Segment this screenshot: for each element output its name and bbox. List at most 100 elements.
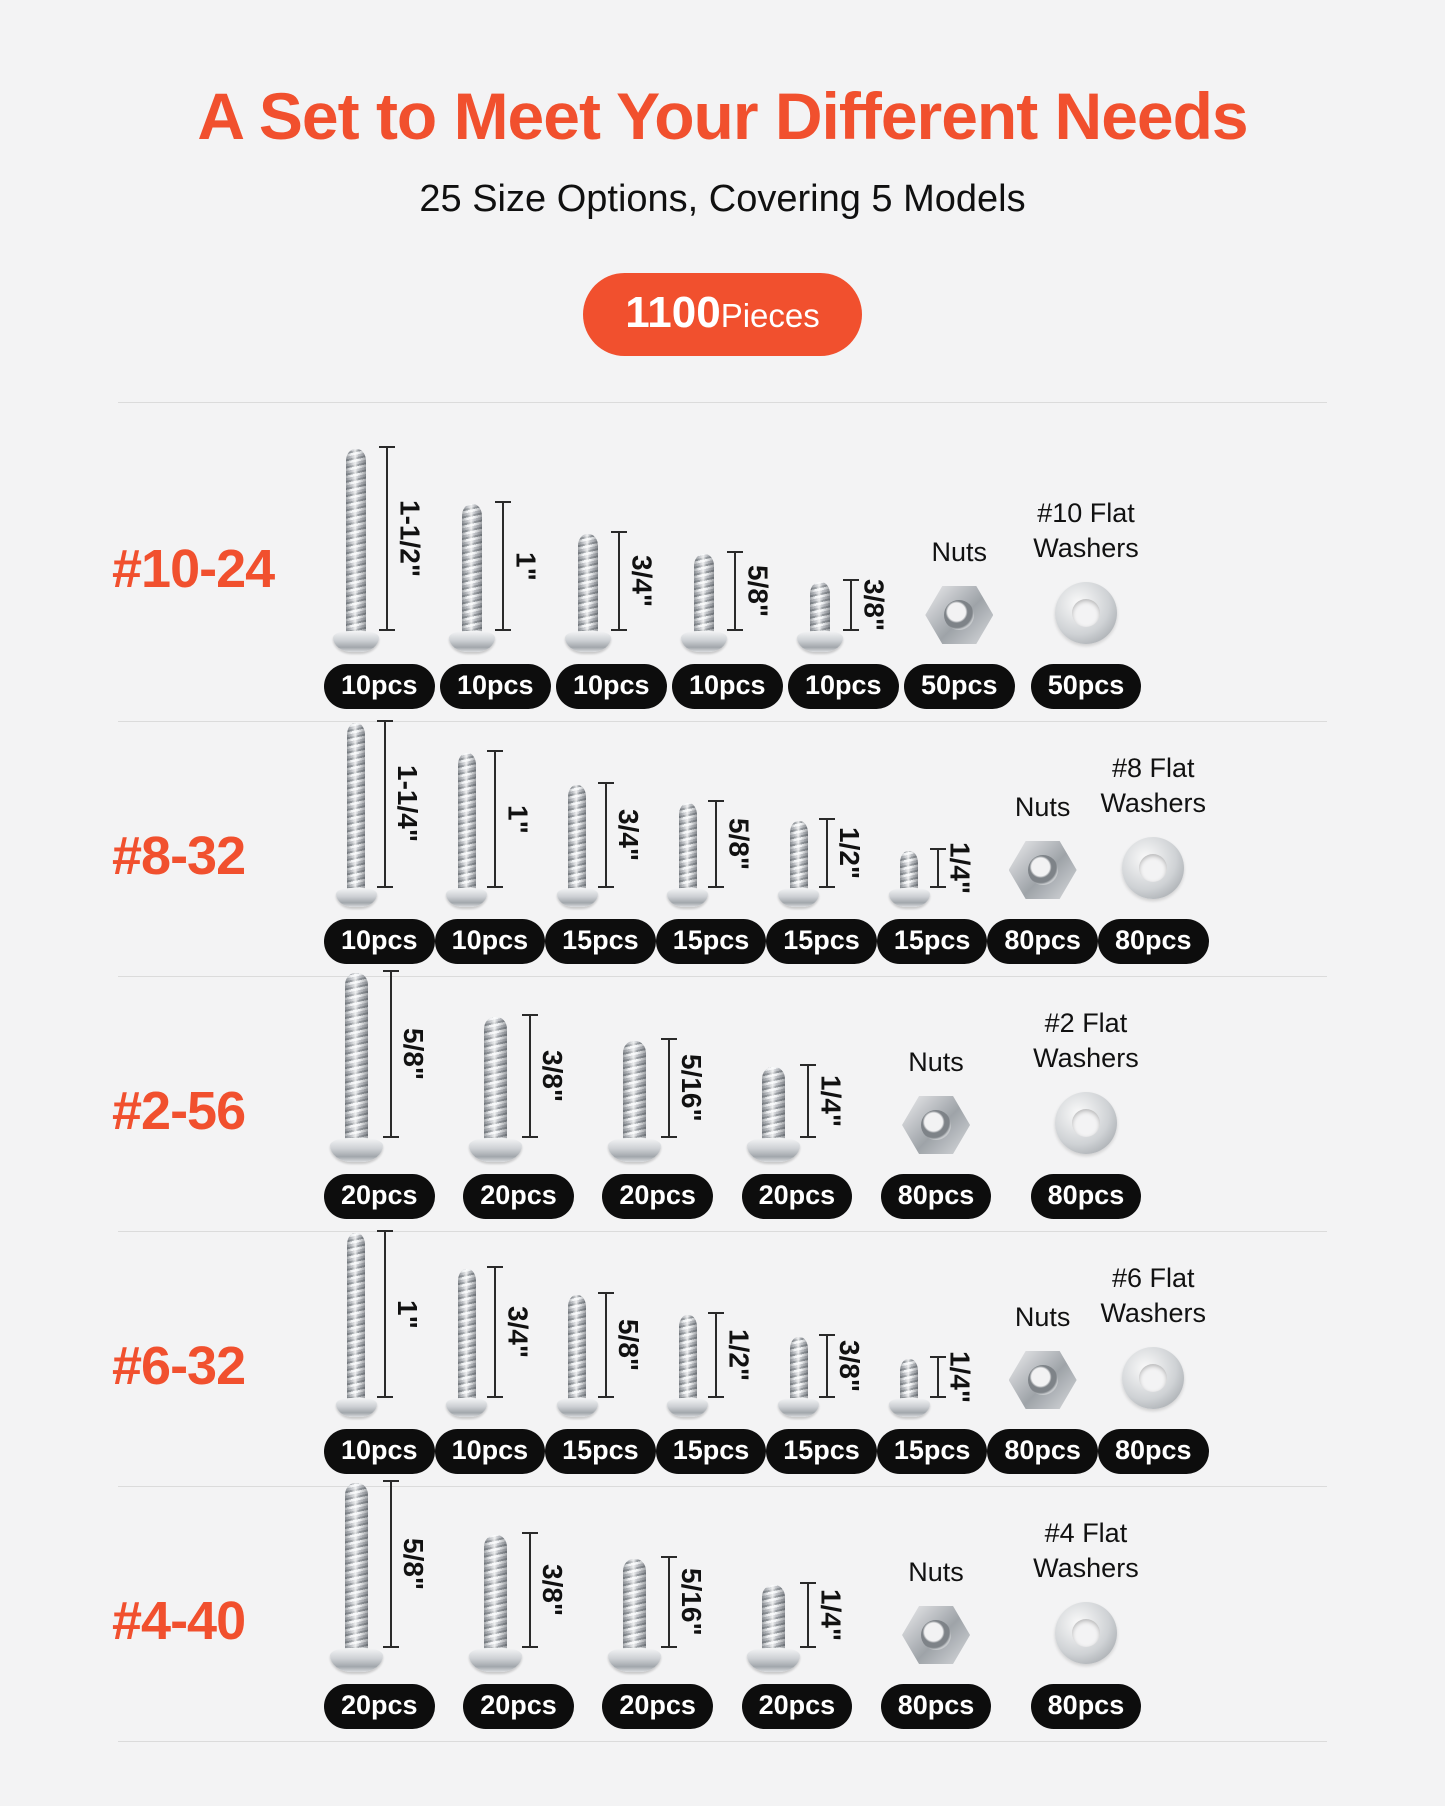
screw-item: 3/4" 10pcs	[434, 1266, 546, 1474]
screw-head	[468, 1138, 522, 1162]
row-divider	[118, 976, 1327, 977]
model-label: #10-24	[112, 539, 275, 599]
screw-shaft	[789, 1337, 808, 1401]
nut-hole	[944, 600, 975, 630]
dimension-line	[382, 1480, 399, 1648]
washers-label: #2 Flat Washers	[1033, 1007, 1139, 1073]
dimension-line	[819, 1334, 836, 1398]
dimension-line	[819, 818, 836, 888]
hex-nut-graphic	[902, 1096, 971, 1154]
screw-length-label: 1"	[391, 1299, 423, 1329]
dimension-line	[487, 1266, 504, 1398]
screw-head	[797, 631, 844, 652]
size-rows: #10-24 1-1/2" 10pcs 1" 10pcs	[0, 402, 1445, 1742]
dimension-indicator: 3/8"	[819, 1334, 865, 1398]
washer-hole	[1071, 1619, 1100, 1647]
dimension-indicator: 3/4"	[597, 782, 644, 888]
quantity-pill: 10pcs	[324, 664, 435, 709]
dimension-indicator: 1"	[495, 501, 542, 631]
dimension-indicator: 5/8"	[382, 970, 429, 1138]
screw-graphic	[747, 1067, 801, 1162]
washers-item: #10 Flat Washers 50pcs	[1020, 496, 1152, 709]
washers-label: #8 Flat Washers	[1100, 752, 1206, 818]
screw-figure: 3/8"	[468, 1532, 568, 1672]
dimension-indicator: 1-1/4"	[376, 720, 423, 888]
dimension-line	[521, 1532, 538, 1648]
screw-shaft	[462, 504, 483, 634]
screw-graphic	[667, 1315, 709, 1417]
screw-figure: 1/4"	[888, 842, 976, 907]
quantity-pill: 10pcs	[324, 919, 435, 964]
screw-head	[681, 631, 728, 652]
screw-item: 3/8" 10pcs	[788, 579, 899, 709]
screw-shaft	[900, 851, 919, 891]
model-row: #2-56 5/8" 20pcs 3/8" 20pcs	[0, 970, 1445, 1231]
screw-graphic	[335, 1233, 377, 1417]
screw-figure: 3/4"	[556, 782, 644, 907]
quantity-pill: 10pcs	[434, 919, 546, 964]
dimension-line	[800, 1064, 817, 1138]
dimension-line	[376, 1230, 393, 1398]
screw-shaft	[344, 1483, 368, 1651]
screw-shaft	[623, 1559, 647, 1651]
badge-count: 1100	[625, 288, 721, 337]
screw-item: 3/4" 15pcs	[545, 782, 656, 964]
quantity-pill: 10pcs	[672, 664, 783, 709]
screw-head	[888, 888, 930, 907]
screw-length-label: 1/2"	[723, 1328, 755, 1382]
screw-graphic	[333, 449, 380, 652]
row-divider	[118, 1231, 1327, 1232]
screw-length-label: 3/4"	[612, 808, 644, 862]
screw-shaft	[483, 1535, 507, 1651]
nuts-item: Nuts 80pcs	[987, 1300, 1098, 1474]
washers-label: #6 Flat Washers	[1100, 1262, 1206, 1328]
dimension-indicator: 3/8"	[521, 1532, 568, 1648]
model-row: #6-32 1" 10pcs 3/4" 10pcs	[0, 1230, 1445, 1486]
screw-shaft	[457, 753, 476, 891]
screw-length-label: 1"	[510, 551, 542, 581]
dimension-line	[382, 970, 399, 1138]
screw-figure: 5/16"	[608, 1038, 707, 1162]
quantity-pill: 80pcs	[987, 919, 1098, 964]
dimension-indicator: 1/2"	[819, 818, 865, 888]
row-divider	[118, 402, 1327, 403]
screw-figure: 5/8"	[556, 1292, 644, 1417]
screw-shaft	[900, 1359, 919, 1401]
screw-figure: 5/16"	[608, 1556, 707, 1672]
model-row: #4-40 5/8" 20pcs 3/8" 20pcs	[0, 1480, 1445, 1741]
screw-shaft	[347, 1233, 366, 1401]
screw-shaft	[678, 803, 697, 891]
dimension-line	[800, 1582, 817, 1648]
dimension-line	[661, 1556, 678, 1648]
page-title: A Set to Meet Your Different Needs	[197, 79, 1248, 153]
dimension-indicator: 3/8"	[521, 1014, 568, 1138]
screw-graphic	[565, 534, 612, 652]
quantity-pill: 20pcs	[324, 1174, 435, 1219]
dimension-indicator: 1-1/2"	[379, 446, 425, 631]
screw-graphic	[667, 803, 709, 907]
screw-length-label: 1-1/4"	[391, 765, 423, 843]
screw-length-label: 3/8"	[858, 578, 890, 632]
model-label: #2-56	[112, 1081, 246, 1141]
washer-graphic	[1054, 1602, 1117, 1664]
quantity-pill: 80pcs	[1030, 1174, 1142, 1219]
dimension-line	[843, 579, 860, 631]
screw-length-label: 3/4"	[502, 1305, 534, 1359]
screw-item: 5/8" 10pcs	[672, 551, 783, 709]
screw-shaft	[344, 973, 368, 1141]
screw-figure: 5/8"	[329, 1480, 429, 1672]
screw-head	[778, 1398, 820, 1417]
screw-shaft	[457, 1269, 476, 1401]
nut-hole	[1027, 1365, 1058, 1395]
nut-hole	[921, 1110, 952, 1140]
dimension-indicator: 5/8"	[597, 1292, 644, 1398]
screw-length-label: 5/8"	[397, 1027, 429, 1081]
washer-hole	[1072, 599, 1100, 627]
dimension-indicator: 1/4"	[800, 1582, 846, 1648]
washer-graphic	[1055, 582, 1117, 644]
screw-item: 5/8" 15pcs	[545, 1292, 656, 1474]
dimension-indicator: 1"	[376, 1230, 423, 1398]
quantity-pill: 20pcs	[602, 1684, 713, 1729]
screw-figure: 3/4"	[565, 531, 657, 652]
